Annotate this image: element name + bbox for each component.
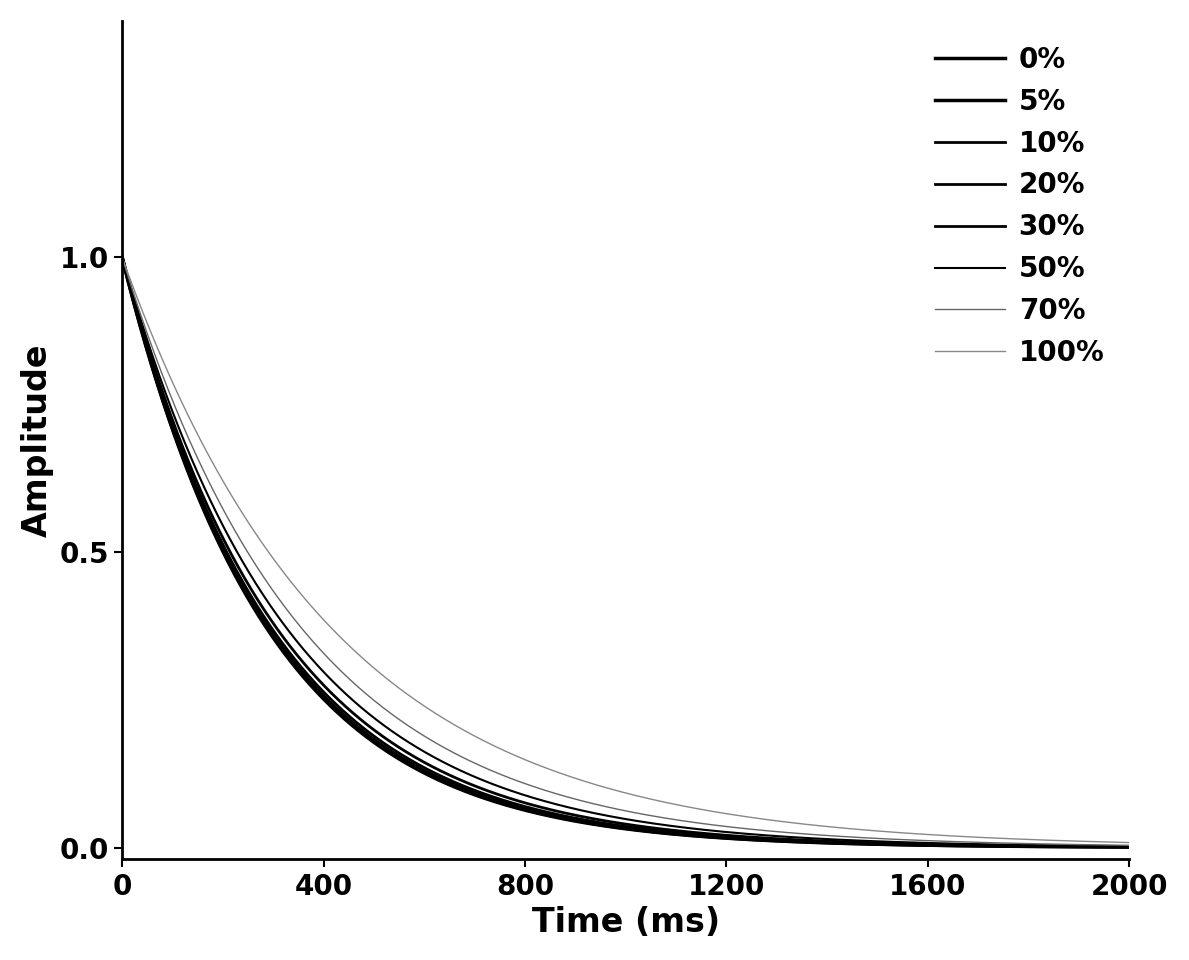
30% [115, 252, 130, 263]
70% [1122, 840, 1137, 852]
5% [867, 838, 881, 850]
Line: 100%: 100% [122, 257, 1130, 843]
20% [770, 834, 785, 846]
70% [499, 771, 514, 782]
50% [770, 830, 785, 842]
5% [115, 252, 130, 263]
0% [115, 252, 130, 263]
100% [1122, 837, 1137, 849]
Line: 5%: 5% [122, 257, 1130, 847]
20% [719, 831, 734, 843]
0% [298, 673, 313, 684]
20% [867, 838, 881, 850]
70% [115, 252, 130, 263]
50% [115, 252, 130, 263]
30% [1122, 841, 1137, 852]
Line: 10%: 10% [122, 257, 1130, 847]
10% [943, 840, 957, 852]
30% [867, 837, 881, 849]
30% [298, 659, 313, 670]
10% [770, 834, 785, 846]
5% [298, 672, 313, 684]
50% [867, 835, 881, 847]
10% [867, 838, 881, 850]
10% [719, 831, 734, 843]
70% [867, 832, 881, 844]
50% [719, 827, 734, 838]
70% [943, 836, 957, 848]
20% [115, 252, 130, 263]
X-axis label: Time (ms): Time (ms) [531, 906, 719, 939]
10% [298, 669, 313, 681]
50% [499, 783, 514, 795]
100% [943, 830, 957, 842]
5% [770, 835, 785, 847]
100% [770, 815, 785, 827]
30% [719, 829, 734, 841]
10% [1122, 841, 1137, 852]
0% [719, 832, 734, 844]
Y-axis label: Amplitude: Amplitude [21, 344, 54, 537]
20% [943, 839, 957, 851]
50% [1122, 840, 1137, 852]
30% [770, 833, 785, 845]
30% [499, 792, 514, 804]
5% [943, 840, 957, 852]
Line: 0%: 0% [122, 257, 1130, 847]
50% [298, 645, 313, 657]
70% [770, 826, 785, 837]
Line: 50%: 50% [122, 257, 1130, 846]
0% [943, 840, 957, 852]
100% [867, 825, 881, 836]
Line: 30%: 30% [122, 257, 1130, 847]
Line: 70%: 70% [122, 257, 1130, 846]
Legend: 0%, 5%, 10%, 20%, 30%, 50%, 70%, 100%: 0%, 5%, 10%, 20%, 30%, 50%, 70%, 100% [924, 35, 1115, 378]
10% [499, 798, 514, 809]
Line: 20%: 20% [122, 257, 1130, 847]
70% [719, 821, 734, 832]
5% [1122, 841, 1137, 852]
0% [770, 835, 785, 847]
10% [115, 252, 130, 263]
50% [943, 838, 957, 850]
20% [298, 666, 313, 678]
5% [719, 832, 734, 844]
100% [298, 593, 313, 605]
100% [115, 252, 130, 263]
20% [1122, 841, 1137, 852]
5% [499, 799, 514, 810]
20% [499, 796, 514, 807]
0% [867, 838, 881, 850]
70% [298, 627, 313, 638]
100% [719, 808, 734, 820]
30% [943, 839, 957, 851]
0% [1122, 841, 1137, 852]
100% [499, 746, 514, 757]
0% [499, 800, 514, 811]
